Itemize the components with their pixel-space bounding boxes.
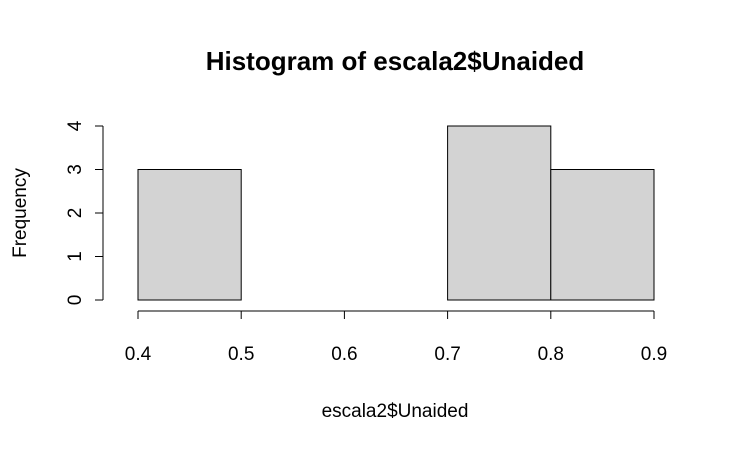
x-tick-label: 0.7 [434, 344, 460, 365]
x-axis: 0.4 0.5 0.6 0.7 0.8 0.9 [125, 310, 667, 365]
bars-group [137, 125, 655, 301]
y-tick-label: 0 [65, 295, 86, 306]
y-axis: 0 1 2 3 4 [65, 120, 104, 306]
x-tick-label: 0.4 [125, 344, 152, 365]
histogram-bar-4 [550, 169, 655, 301]
y-tick-label: 4 [65, 120, 86, 131]
y-axis-label: Frequency [10, 168, 31, 258]
x-tick-label: 0.8 [538, 344, 564, 365]
x-tick-label: 0.6 [331, 344, 357, 365]
x-axis-label: escala2$Unaided [322, 401, 469, 422]
x-tick-label: 0.9 [641, 344, 667, 365]
y-tick-label: 1 [65, 251, 86, 262]
histogram-bar-3 [447, 125, 552, 301]
x-tick-label: 0.5 [228, 344, 254, 365]
chart-title: Histogram of escala2$Unaided [206, 46, 585, 76]
y-tick-label: 2 [65, 208, 86, 219]
histogram-bar-0 [137, 169, 242, 301]
y-tick-label: 3 [65, 164, 86, 175]
